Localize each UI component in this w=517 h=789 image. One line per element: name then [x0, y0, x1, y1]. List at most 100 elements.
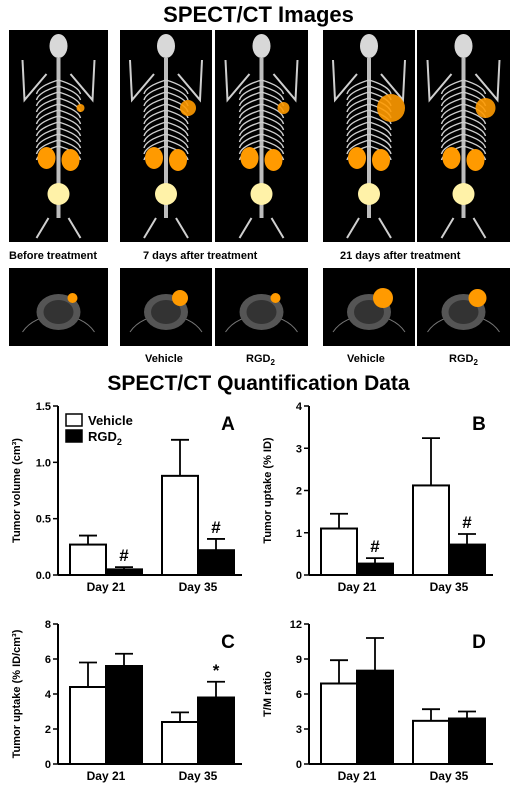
y-tick-label: 3 [296, 724, 302, 736]
y-tick-label: 0.0 [36, 570, 51, 582]
axial-slice-icon [332, 288, 406, 333]
kidney-hotspot [169, 149, 187, 171]
rib-shape [238, 139, 285, 155]
y-tick-label: 0.5 [36, 514, 51, 526]
vehicle-bar [320, 682, 358, 765]
bladder-hotspot [47, 183, 70, 205]
rib-shape [35, 133, 82, 149]
panel-letter: B [472, 414, 486, 435]
tumor-hotspot [180, 100, 196, 116]
kidney-hotspot [466, 149, 485, 171]
rib-shape [346, 115, 392, 131]
forelimb-shape [129, 59, 203, 103]
bladder-hotspot [452, 183, 475, 205]
rgd-bar [105, 665, 143, 765]
tumor-hotspot [172, 290, 188, 306]
rib-shape [143, 127, 189, 143]
rib-shape [238, 133, 285, 149]
y-axis-label: Tumor volume (cm³) [11, 438, 23, 543]
y-tick-label: 4 [45, 689, 52, 701]
lung-shape [448, 300, 479, 324]
mouse-whole-body-icon [21, 34, 96, 239]
vehicle-bar [412, 484, 450, 576]
forelimb-shape [21, 59, 96, 103]
images-title: SPECT/CT Images [163, 2, 354, 27]
y-tick-label: 2 [296, 486, 302, 498]
x-category-label: Day 35 [179, 580, 218, 594]
skull-shape [360, 34, 378, 58]
kidney-hotspot [37, 147, 56, 169]
y-tick-label: 1.5 [36, 401, 51, 413]
kidney-hotspot [348, 147, 366, 169]
hindlimb-shape [440, 217, 487, 239]
rib-shape [346, 133, 392, 149]
y-tick-label: 4 [296, 401, 303, 413]
legend-subscript: 2 [117, 437, 122, 447]
vehicle-bar [320, 527, 358, 576]
bladder-hotspot [358, 183, 380, 205]
rib-shape [440, 139, 487, 155]
legend-label-vehicle: Vehicle [88, 413, 133, 428]
y-tick-label: 0 [296, 570, 302, 582]
y-axis-label: Tumor uptake (% ID) [262, 437, 274, 543]
rib-shape [35, 85, 82, 101]
kidney-hotspot [442, 147, 461, 169]
x-category-label: Day 35 [430, 769, 469, 783]
significance-mark: # [211, 518, 221, 537]
vehicle-bar [412, 719, 450, 766]
spine-shape [259, 58, 264, 218]
panel-letter: C [221, 632, 235, 653]
significance-mark: # [370, 537, 380, 556]
spect-axial-day21-vehicle [323, 268, 415, 346]
rib-shape [346, 121, 392, 137]
rib-shape [35, 121, 82, 137]
rgd-bar [197, 549, 235, 576]
significance-mark: * [213, 661, 220, 680]
axial-slice-icon [129, 290, 203, 333]
rib-shape [35, 109, 82, 125]
spect-axial-day21-rgd [417, 268, 510, 346]
vehicle-bar [69, 543, 107, 577]
hindlimb-shape [143, 217, 189, 239]
rib-shape [238, 121, 285, 137]
rib-shape [346, 127, 392, 143]
spect-whole-body-day7-rgd [215, 30, 308, 242]
tumor-hotspot [270, 293, 281, 303]
hindlimb-shape [346, 217, 392, 239]
y-tick-label: 12 [290, 619, 302, 631]
y-axis-label: Tumor uptake (% ID/cm³) [11, 629, 23, 758]
tumor-hotspot [76, 104, 85, 112]
caption-rgd-day21: RGD2 [449, 353, 478, 368]
lung-shape [354, 300, 384, 324]
tumor-hotspot [468, 289, 487, 307]
forelimb-shape [426, 59, 501, 103]
chart-panel-c: 0 2 4 6 8 Tumor uptake (% ID/cm³) C Day 21 Day 3… [11, 619, 242, 783]
chart-panel-b: 0 1 2 3 4 Tumor uptake (% ID) B Day 21 # Day 35 # [262, 401, 493, 594]
kidney-hotspot [240, 147, 259, 169]
mouse-whole-body-icon [224, 34, 299, 239]
forelimb-shape [224, 59, 299, 103]
caption-21-days: 21 days after treatment [340, 250, 461, 262]
y-tick-label: 0 [296, 759, 302, 771]
rib-shape [143, 133, 189, 149]
x-category-label: Day 21 [338, 580, 377, 594]
spine-shape [164, 58, 168, 218]
rgd-bar [448, 543, 486, 577]
rib-shape [143, 139, 189, 155]
caption-rgd-day7: RGD2 [246, 353, 275, 368]
axial-slice-icon [225, 293, 298, 333]
rgd-bar [105, 568, 143, 577]
rib-shape [35, 103, 82, 119]
rgd-bar [356, 562, 394, 576]
legend-swatch-vehicle [65, 413, 83, 427]
y-axis-label: T/M ratio [262, 671, 274, 717]
kidney-hotspot [372, 149, 390, 171]
skull-shape [252, 34, 271, 58]
spect-whole-body-day7-vehicle [120, 30, 212, 242]
x-category-label: Day 21 [338, 769, 377, 783]
y-tick-label: 9 [296, 654, 302, 666]
rgd-bar [197, 696, 235, 765]
tumor-hotspot [373, 288, 393, 308]
vehicle-bar [161, 474, 199, 576]
